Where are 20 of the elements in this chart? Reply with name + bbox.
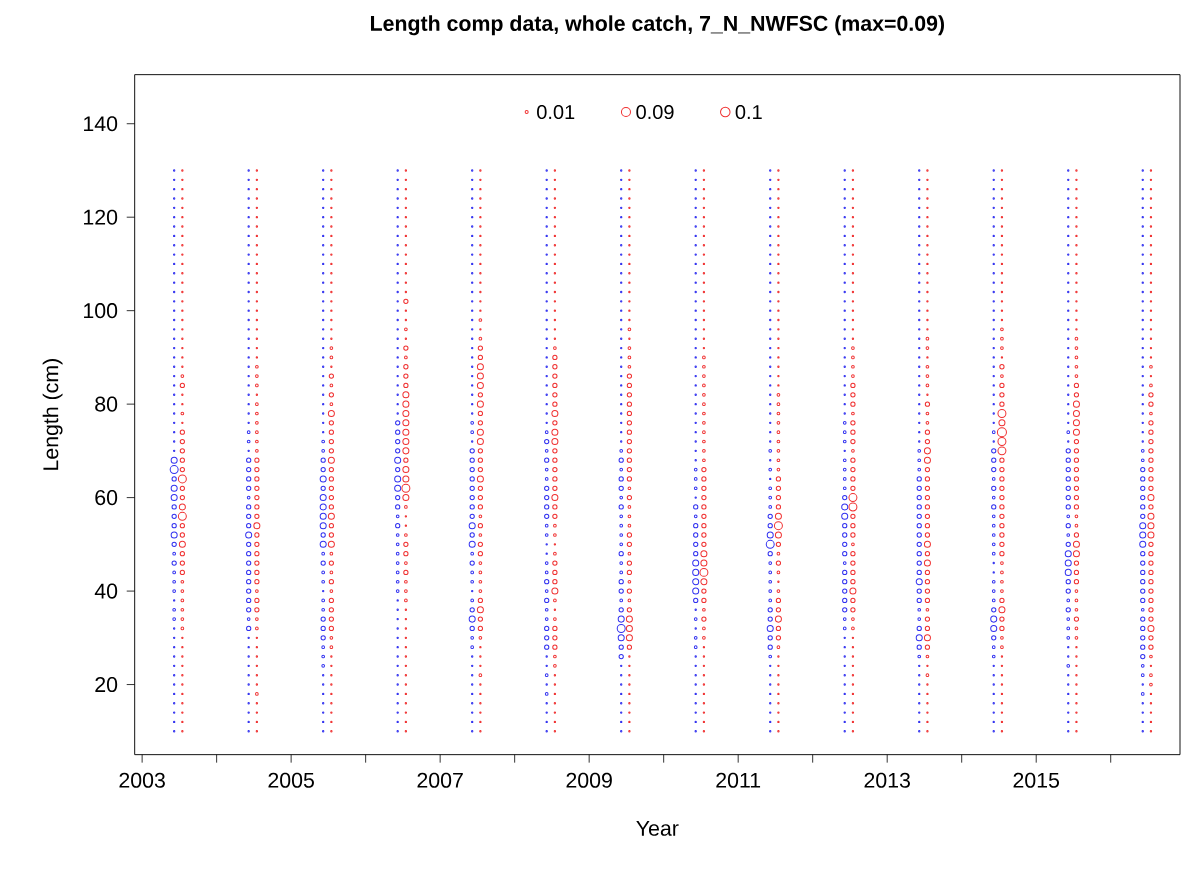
x-tick-label: 2013	[864, 772, 910, 788]
legend-label: 0.09	[636, 104, 674, 120]
y-tick-label: 40	[94, 583, 118, 599]
y-tick-label: 120	[84, 209, 118, 225]
x-tick-label: 2007	[417, 772, 463, 788]
y-tick-label: 20	[95, 677, 118, 693]
y-tick-label: 60	[95, 490, 118, 506]
legend-label: 0.01	[537, 104, 575, 120]
y-tick-label: 100	[84, 303, 118, 319]
legend-label: 0.1	[735, 104, 762, 120]
x-tick-label: 2015	[1013, 772, 1060, 788]
y-tick-label: 140	[84, 116, 118, 132]
y-tick-label: 80	[95, 396, 118, 412]
chart-title: Length comp data, whole catch, 7_N_NWFSC (max=0.09)	[370, 15, 945, 36]
x-tick-label: 2005	[268, 772, 314, 788]
x-tick-label: 2003	[119, 772, 165, 788]
x-tick-label: 2009	[566, 772, 612, 788]
x-tick-label: 2011	[716, 772, 761, 788]
x-axis-title: Year	[636, 820, 679, 836]
y-axis-title: Length (cm)	[42, 359, 63, 470]
